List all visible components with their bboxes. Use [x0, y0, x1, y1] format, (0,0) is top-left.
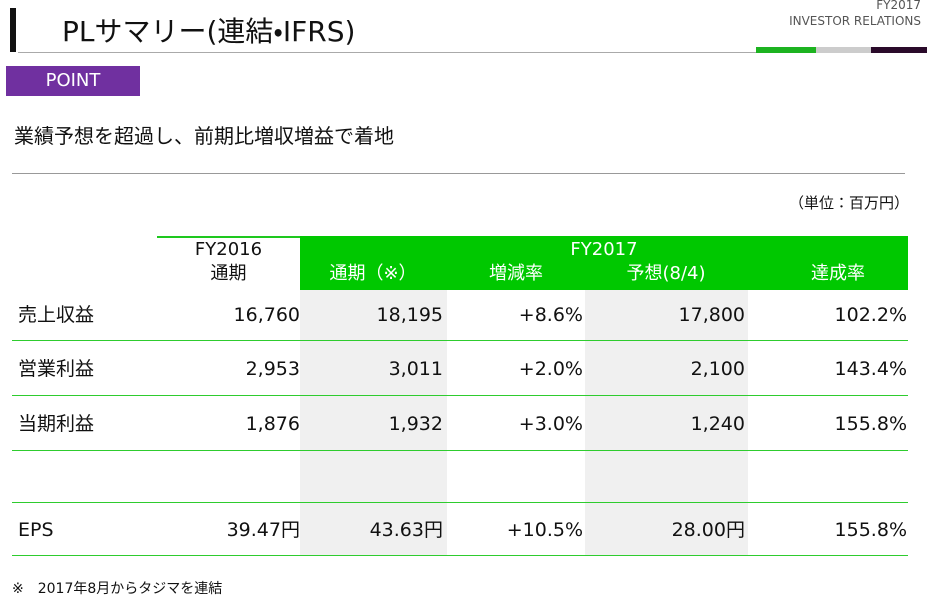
row-rule: [12, 555, 908, 556]
header-cell: 通期: [210, 263, 247, 284]
cell: 2,100: [690, 358, 745, 380]
brand-bar: [756, 47, 816, 53]
row-rule: [12, 450, 908, 451]
row-label: 営業利益: [18, 358, 95, 380]
headline: 業績予想を超過し、前期比増収増益で着地: [14, 124, 394, 148]
cell: 43.63円: [369, 519, 443, 541]
column-shade: [300, 290, 447, 555]
cell: 1,240: [690, 413, 745, 435]
cell: +3.0%: [518, 413, 583, 435]
header-cell: 増減率: [489, 263, 543, 284]
header-cell: 予想(8/4): [626, 263, 706, 284]
brand-bar: [816, 47, 871, 53]
brand-bar: [871, 47, 927, 53]
cell: 1,876: [245, 413, 300, 435]
header-cell: FY2017: [570, 239, 638, 260]
cell: 3,011: [388, 358, 443, 380]
cell: 28.00円: [671, 519, 745, 541]
cell: 2,953: [245, 358, 300, 380]
cell: 155.8%: [834, 413, 907, 435]
cell: 155.8%: [834, 519, 907, 541]
cell: 17,800: [678, 304, 745, 326]
brand-name: INVESTOR RELATIONS: [789, 14, 921, 28]
column-shade: [585, 290, 748, 555]
cell: 16,760: [233, 304, 300, 326]
title-rule: [18, 52, 927, 53]
cell: 102.2%: [834, 304, 907, 326]
title-bar: [10, 8, 16, 52]
title: PLサマリー(連結・IFRS): [62, 15, 356, 48]
fy2017-header: [300, 236, 908, 290]
row-rule: [12, 340, 908, 341]
cell: +2.0%: [518, 358, 583, 380]
header-cell: 達成率: [811, 263, 865, 284]
cell: 39.47円: [226, 519, 300, 541]
footnote: ※ 2017年8月からタジマを連結: [12, 581, 223, 597]
row-label: 売上収益: [18, 304, 95, 326]
cell: 1,932: [388, 413, 443, 435]
cell: +10.5%: [506, 519, 583, 541]
rule: [12, 173, 905, 174]
point-label: POINT: [6, 66, 140, 96]
unit: （単位：百万円）: [788, 194, 909, 212]
header-rule: [157, 236, 300, 238]
row-rule: [12, 395, 908, 396]
row-rule: [12, 502, 908, 503]
header-cell: FY2016: [194, 239, 263, 260]
row-label: EPS: [18, 519, 54, 541]
row-label: 当期利益: [18, 413, 95, 435]
brand-year: FY2017: [876, 0, 921, 12]
cell: +8.6%: [518, 304, 583, 326]
cell: 143.4%: [834, 358, 907, 380]
header-cell: 通期（※）: [329, 263, 417, 284]
cell: 18,195: [376, 304, 443, 326]
